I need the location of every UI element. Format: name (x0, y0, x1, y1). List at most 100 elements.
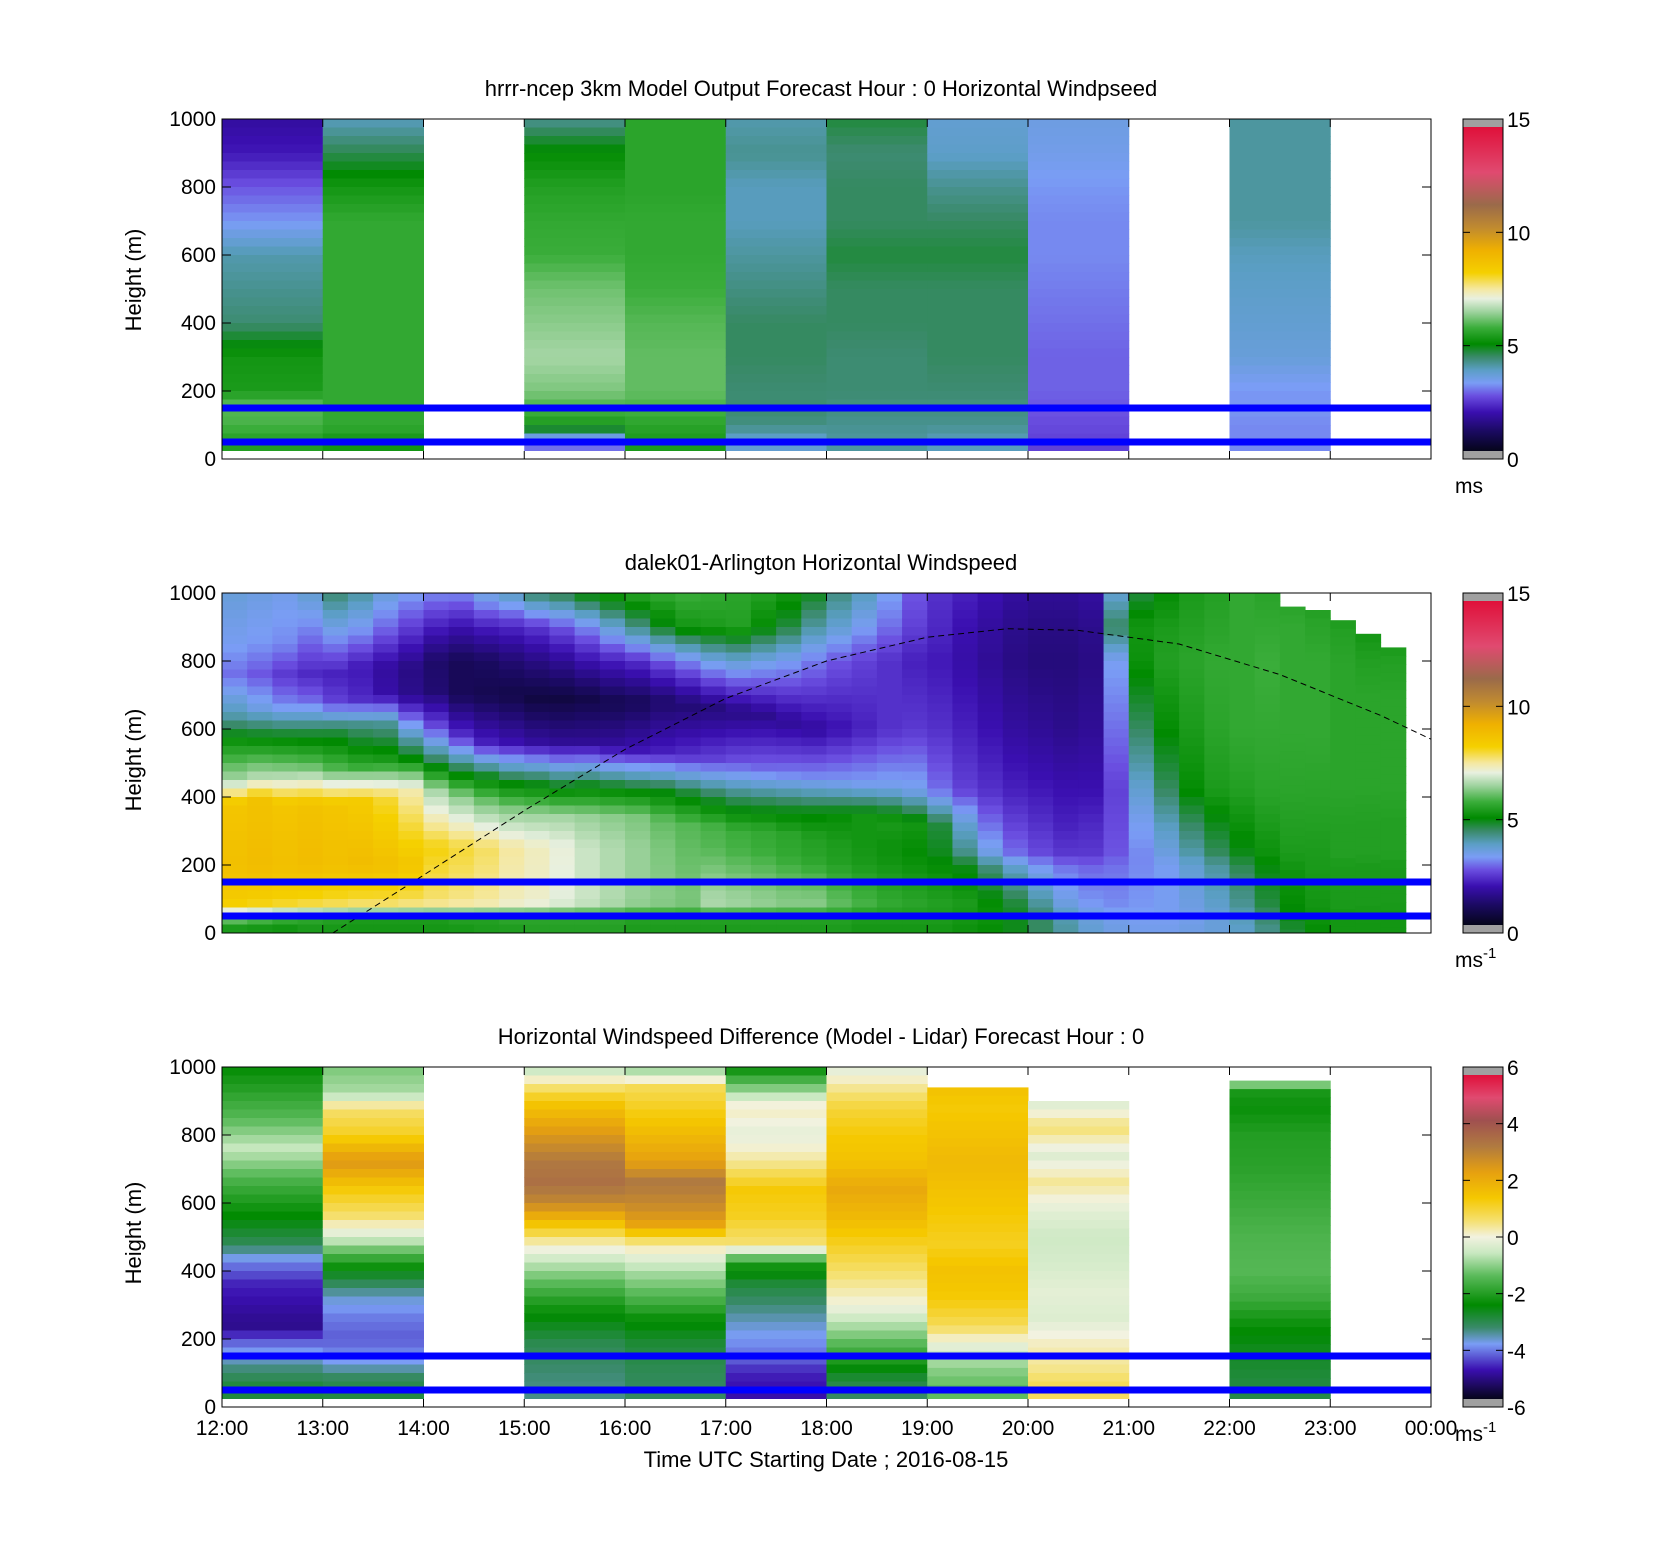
heatmap-cell (625, 1152, 727, 1161)
heatmap-cell (1078, 848, 1105, 857)
heatmap-cell (927, 873, 953, 883)
heatmap-cell (927, 882, 953, 891)
heatmap-cell (1053, 831, 1079, 840)
heatmap-cell (927, 1282, 1029, 1292)
heatmap-cell (650, 814, 676, 823)
heatmap-cell (801, 797, 827, 806)
heatmap-cell (423, 703, 450, 713)
heatmap-cell (902, 856, 928, 866)
heatmap-cell (222, 627, 248, 636)
heatmap-cell (222, 272, 324, 281)
panel-difference-title: Horizontal Windspeed Difference (Model -… (498, 1024, 1144, 1049)
heatmap-cell (448, 720, 475, 730)
heatmap-cell (675, 618, 702, 628)
heatmap-cell (876, 797, 903, 806)
heatmap-cell (1355, 735, 1382, 745)
heatmap-cell (1380, 783, 1407, 793)
heatmap-cell (876, 686, 903, 696)
heatmap-cell (851, 669, 878, 679)
heatmap-cell (398, 890, 424, 900)
heatmap-cell (826, 1279, 928, 1289)
heatmap-cell (725, 601, 752, 611)
heatmap-cell (801, 712, 827, 721)
heatmap-cell (574, 678, 601, 687)
heatmap-cell (675, 686, 702, 696)
heatmap-cell (650, 746, 676, 755)
heatmap-cell (977, 814, 1004, 823)
heatmap-cell (524, 306, 626, 315)
heatmap-cell (700, 652, 727, 662)
heatmap-cell (1254, 703, 1281, 713)
heatmap-cell (625, 238, 727, 247)
heatmap-cell (1204, 805, 1230, 815)
heatmap-cell (952, 669, 979, 679)
heatmap-cell (574, 593, 601, 602)
heatmap-cell (1305, 686, 1331, 696)
heatmap-cell (524, 255, 626, 264)
heatmap-cell (1229, 1276, 1331, 1286)
heatmap-cell (322, 873, 349, 883)
heatmap-cell (902, 814, 928, 823)
heatmap-cell (1078, 856, 1105, 866)
heatmap-cell (1103, 797, 1130, 806)
heatmap-cell (1053, 814, 1079, 823)
heatmap-cell (1254, 873, 1281, 883)
heatmap-cell (1254, 618, 1281, 628)
heatmap-cell (876, 618, 903, 628)
heatmap-cell (549, 763, 576, 772)
heatmap-cell (1078, 593, 1105, 602)
heatmap-cell (826, 1075, 928, 1085)
heatmap-cell (801, 669, 827, 679)
heatmap-cell (473, 788, 500, 798)
heatmap-cell (1028, 204, 1130, 213)
heatmap-cell (347, 729, 374, 738)
x-tick-label: 17:00 (699, 1417, 752, 1440)
heatmap-cell (675, 593, 702, 602)
heatmap-cell (448, 856, 475, 866)
heatmap-cell (927, 331, 1029, 341)
heatmap-cell (625, 1254, 727, 1263)
heatmap-cell (801, 805, 827, 815)
heatmap-cell (1153, 712, 1180, 721)
heatmap-cell (322, 1194, 424, 1204)
heatmap-cell (1229, 187, 1331, 196)
heatmap-cell (423, 865, 450, 874)
heatmap-cell (322, 729, 349, 738)
heatmap-cell (373, 627, 399, 636)
heatmap-cell (1128, 695, 1155, 704)
heatmap-cell (1103, 746, 1130, 755)
heatmap-cell (725, 924, 752, 934)
heatmap-cell (851, 814, 878, 823)
heatmap-cell (272, 720, 299, 730)
heatmap-cell (927, 1325, 1029, 1335)
heatmap-cell (247, 661, 273, 670)
heatmap-cell (1103, 720, 1130, 730)
heatmap-cell (776, 924, 802, 934)
heatmap-cell (1179, 635, 1205, 645)
heatmap-cell (776, 865, 802, 874)
heatmap-cell (1204, 737, 1230, 747)
heatmap-cell (272, 644, 299, 653)
heatmap-cell (599, 678, 626, 687)
heatmap-cell (322, 212, 424, 222)
heatmap-cell (826, 797, 853, 806)
heatmap-cell (826, 763, 853, 772)
heatmap-cell (574, 865, 601, 874)
heatmap-cell (700, 797, 727, 806)
heatmap-cell (801, 788, 827, 798)
heatmap-cell (776, 635, 802, 645)
colorbar-tick-label: -2 (1507, 1284, 1526, 1307)
heatmap-cell (574, 729, 601, 738)
y-tick-label: 400 (181, 312, 216, 335)
heatmap-cell (1204, 907, 1230, 917)
heatmap-cell (927, 221, 1029, 230)
heatmap-cell (675, 712, 702, 721)
heatmap-cell (1229, 1182, 1331, 1192)
heatmap-cell (524, 924, 550, 934)
heatmap-cell (625, 610, 651, 619)
heatmap-cell (1028, 1228, 1130, 1238)
heatmap-cell (826, 1092, 928, 1102)
heatmap-cell (222, 365, 324, 375)
heatmap-cell (1153, 805, 1180, 815)
heatmap-cell (876, 644, 903, 653)
